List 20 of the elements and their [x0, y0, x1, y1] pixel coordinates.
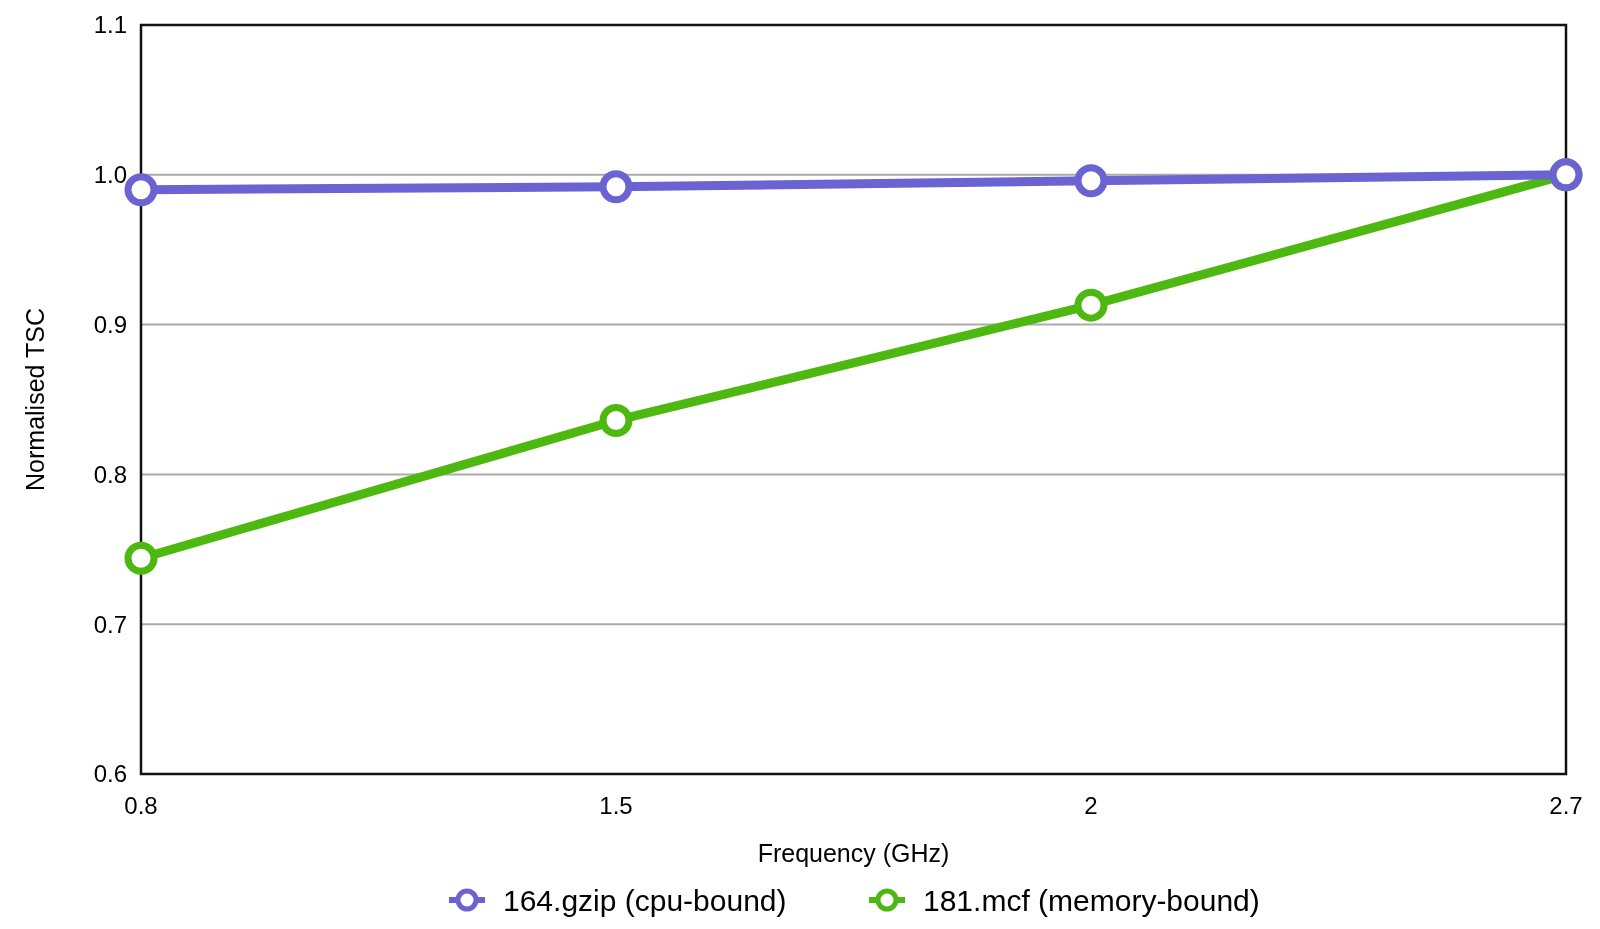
legend-label: 181.mcf (memory-bound)	[923, 883, 1260, 917]
y-tick-label: 0.7	[93, 610, 127, 638]
point	[124, 173, 158, 207]
y-tick-label: 0.8	[93, 460, 127, 488]
x-axis-title: Frequency (GHz)	[757, 839, 950, 867]
y-tick-label: 1.1	[93, 11, 127, 39]
point	[599, 403, 633, 437]
y-tick-label: 1.0	[93, 161, 127, 189]
y-tick-label: 0.9	[93, 311, 127, 338]
point	[599, 170, 633, 204]
x-tick-label: 2.7	[1549, 792, 1583, 819]
x-tick-label: 2	[1084, 792, 1098, 819]
point	[1074, 288, 1108, 322]
point	[124, 541, 158, 575]
legend-label: 164.gzip (cpu-bound)	[503, 883, 787, 917]
y-tick-label: 0.6	[93, 760, 127, 788]
x-tick-label: 0.8	[124, 792, 158, 819]
y-axis-title: Normalised TSC	[21, 308, 49, 491]
point	[1074, 164, 1108, 198]
x-tick-label: 1.5	[599, 792, 633, 819]
